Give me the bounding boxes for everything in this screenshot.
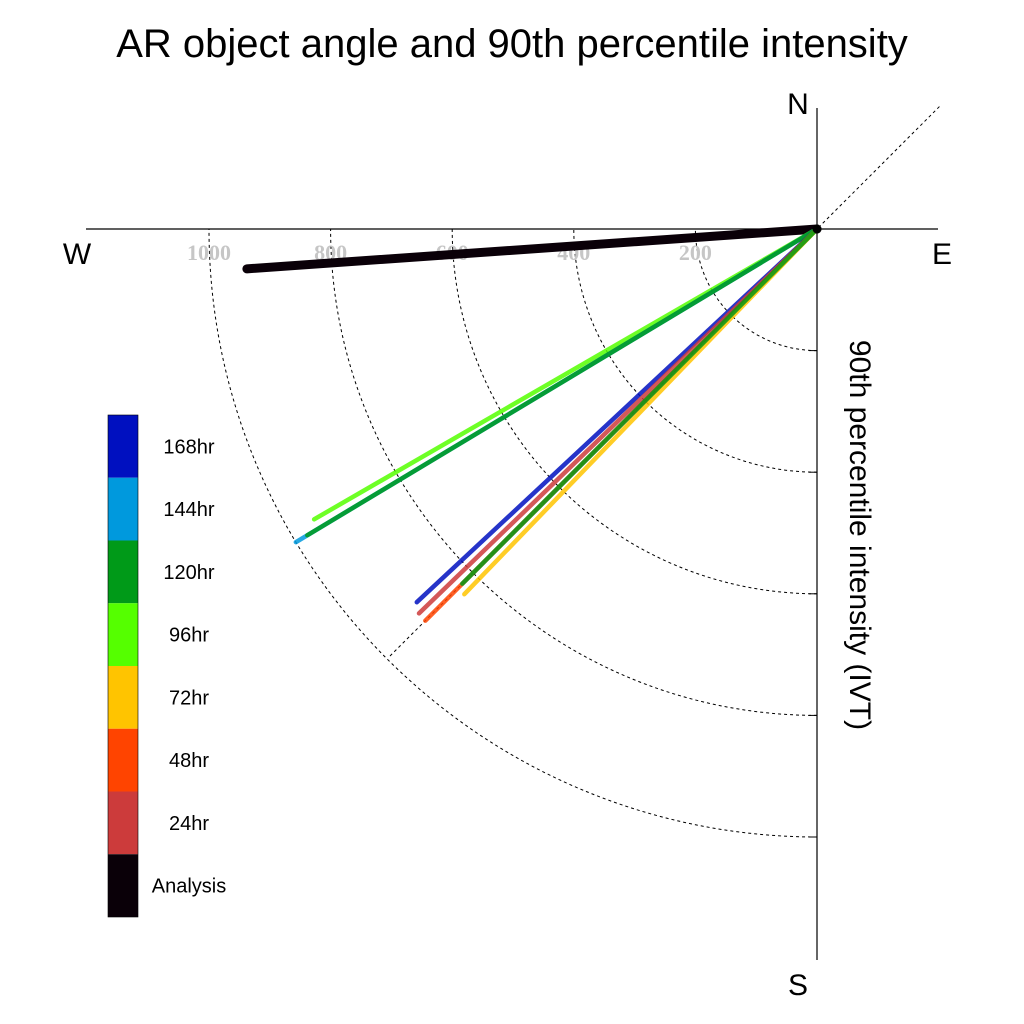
grid-arc-200 (694, 228, 818, 352)
compass-west-label: W (63, 238, 92, 271)
grid-arc-1000 (208, 228, 818, 838)
series-vector-120hr (305, 226, 820, 538)
legend-swatch (108, 728, 138, 792)
legend-swatch (108, 791, 138, 855)
grid-arc-800 (330, 228, 818, 716)
legend-frame (107, 414, 139, 918)
radial-axis-title: 90th percentile intensity (IVT) (843, 340, 876, 730)
legend-label: 24hr (169, 813, 209, 835)
grid-arc-600 (451, 228, 818, 595)
legend-label: 144hr (163, 499, 214, 521)
legend-swatch (108, 666, 138, 729)
radial-tick-label: 1000 (187, 240, 231, 265)
series-vector-analysis (242, 224, 822, 274)
vector-series (242, 224, 822, 623)
legend-swatch (108, 540, 138, 604)
radial-tick-label: 200 (679, 240, 712, 265)
legend: 168hr 144hr 120hr 96hr 72hr 48hr 24hr Analysis (107, 414, 226, 918)
legend-swatch (108, 477, 138, 541)
grid-arc-400 (573, 228, 818, 473)
legend-label: Analysis (152, 876, 226, 898)
polar-grid (208, 228, 818, 838)
diagonal-guide-line (389, 105, 941, 657)
legend-label: 72hr (169, 687, 209, 709)
legend-swatch (108, 603, 138, 666)
legend-label: 96hr (169, 625, 209, 647)
compass-north-label: N (787, 88, 809, 121)
legend-label: 168hr (163, 436, 214, 458)
legend-swatch (108, 854, 138, 917)
series-vector-120hr (460, 226, 820, 586)
compass-east-label: E (932, 238, 952, 271)
legend-swatch (108, 415, 138, 478)
legend-label: 48hr (169, 750, 209, 772)
origin-point (812, 224, 822, 234)
compass-south-label: S (788, 969, 808, 1002)
legend-label: 120hr (163, 562, 214, 584)
chart-title: AR object angle and 90th percentile inte… (116, 22, 908, 66)
